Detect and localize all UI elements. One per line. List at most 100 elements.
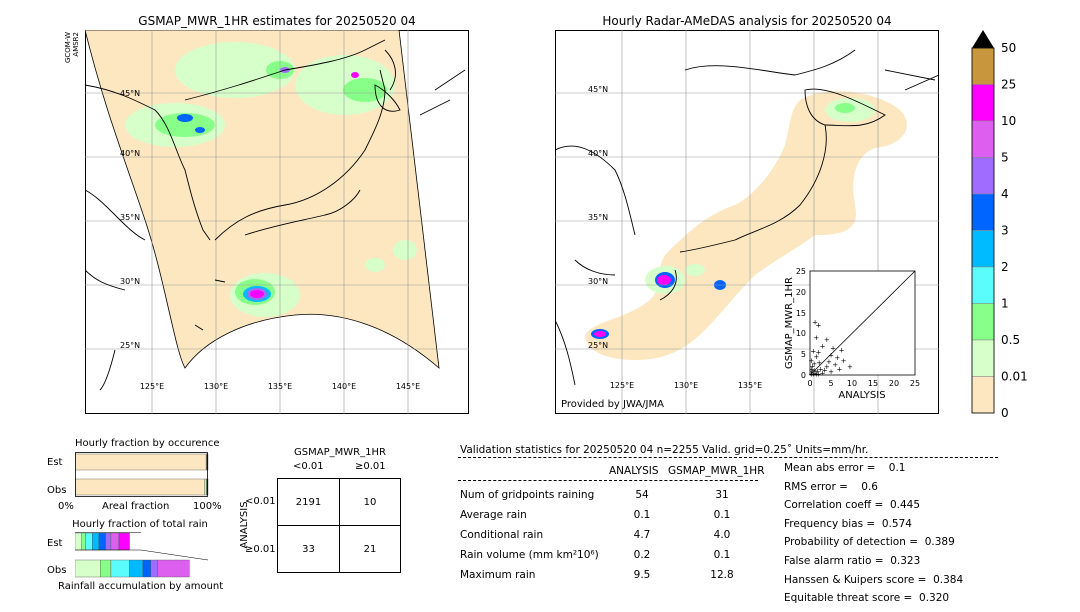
contingency-row-header: <0.01 xyxy=(245,496,276,507)
occurrence-axis-right: 100% xyxy=(193,501,222,512)
scatter-point: + xyxy=(809,368,815,376)
occurrence-bar-segment xyxy=(75,478,206,496)
validation-row: Conditional rain 4.7 4.0 xyxy=(460,529,731,541)
occurrence-axis-left: 0% xyxy=(58,501,74,512)
occurrence-chart xyxy=(75,452,209,497)
colorbar-label: 50 xyxy=(1001,41,1016,55)
scatter-point: + xyxy=(813,334,819,342)
scatter-xtick: 5 xyxy=(828,379,833,388)
left-lat-label: 30°N xyxy=(120,277,140,286)
total-bar-segment xyxy=(81,532,86,551)
occurrence-frame xyxy=(75,452,208,497)
right-coastlines xyxy=(555,49,939,386)
left-lat-label: 45°N xyxy=(120,89,140,98)
contingency-grid: 2191 10 33 21 xyxy=(277,478,401,573)
contingency-cell: 21 xyxy=(363,544,377,555)
left-coastlines xyxy=(85,39,466,391)
total-connector-line xyxy=(140,549,209,561)
colorbar-extend-arrow xyxy=(972,30,994,48)
scatter-point: + xyxy=(836,365,842,373)
scatter-point: + xyxy=(820,342,826,350)
total-caption: Rainfall accumulation by amount xyxy=(58,581,224,592)
scatter-xlabel: ANALYSIS xyxy=(838,390,885,401)
radar-credit: Provided by JWA/JMA xyxy=(561,399,664,410)
scatter-point: + xyxy=(813,371,819,379)
left-lon-label: 145°E xyxy=(396,382,420,391)
right-lat-label: 30°N xyxy=(588,277,608,286)
colorbar-label: 10 xyxy=(1001,114,1016,128)
left-lon-label: 135°E xyxy=(268,382,292,391)
left-map: 45°N 40°N 35°N 30°N 25°N 125°E 130°E 135… xyxy=(85,30,469,414)
right-lon-labels: 125°E 130°E 135°E xyxy=(610,381,762,390)
total-bar-segment xyxy=(150,559,158,578)
occurrence-axis-mid: Areal fraction xyxy=(102,501,170,512)
sensor-label-line1: GCOM-W xyxy=(64,32,72,63)
colorbar-label: 25 xyxy=(1001,78,1016,92)
scatter-point: + xyxy=(810,347,816,355)
left-lat-label: 25°N xyxy=(120,341,140,350)
scatter-ytick: 5 xyxy=(801,350,806,359)
colorbar-box xyxy=(971,47,995,85)
scatter-xtick: 0 xyxy=(807,379,812,388)
scatter-point: + xyxy=(810,362,816,370)
right-lat-label: 35°N xyxy=(588,213,608,222)
total-bar-segment xyxy=(85,532,93,551)
total-bar-segment xyxy=(129,559,144,578)
scatter-point: + xyxy=(834,354,840,362)
left-lat-labels: 45°N 40°N 35°N 30°N 25°N xyxy=(120,89,140,350)
colorbar-box xyxy=(971,120,995,158)
colorbar-label: 0.5 xyxy=(1001,333,1020,347)
score-far: False alarm ratio = 0.323 xyxy=(784,554,921,567)
right-lat-label: 40°N xyxy=(588,149,608,158)
score-pod: Probability of detection = 0.389 xyxy=(784,536,955,549)
sensor-label: GCOM-W AMSR2 xyxy=(62,30,82,70)
left-lon-label: 130°E xyxy=(204,382,228,391)
scatter-inset: +++++++ +++ ++++++++++ +++++++++++++++ 0 5 … xyxy=(784,267,920,401)
scatter-ytick: 25 xyxy=(796,267,806,276)
total-bar-segment xyxy=(75,559,101,578)
colorbar-box xyxy=(971,266,995,304)
scatter-point: + xyxy=(826,358,832,366)
contingency-col-header: ≥0.01 xyxy=(355,461,386,472)
scatter-point: + xyxy=(815,370,821,378)
scatter-xtick: 25 xyxy=(910,379,920,388)
scatter-point: + xyxy=(816,359,822,367)
total-chart xyxy=(75,532,209,578)
scatter-point: + xyxy=(812,369,818,377)
validation-row: Rain volume (mm km²10⁶) 0.2 0.1 xyxy=(460,549,731,561)
scatter-point: + xyxy=(815,349,821,357)
scatter-xticks: 0 5 10 15 20 25 xyxy=(807,379,920,388)
occurrence-row-obs: Obs xyxy=(47,485,67,496)
score-correlation: Correlation coeff = 0.445 xyxy=(784,499,920,512)
scatter-point: + xyxy=(815,367,821,375)
contingency-cell: 10 xyxy=(363,497,377,508)
scatter-yticks: 0 5 10 15 20 25 xyxy=(796,267,806,380)
scatter-ylabel: GSMAP_MWR_1HR xyxy=(784,277,795,369)
scatter-xtick: 10 xyxy=(847,379,857,388)
scatter-point: + xyxy=(813,353,819,361)
colorbar-box xyxy=(971,157,995,195)
validation-col-rule xyxy=(458,480,758,481)
total-bar-segment xyxy=(92,532,100,551)
left-lat-label: 35°N xyxy=(120,213,140,222)
colorbar-box xyxy=(971,230,995,268)
occurrence-title: Hourly fraction by occurence xyxy=(75,438,220,449)
contingency-cell: 2191 xyxy=(295,497,322,508)
scatter-point: + xyxy=(808,357,814,365)
total-bar-segment xyxy=(105,532,112,551)
scatter-point: + xyxy=(811,360,817,368)
colorbar-box xyxy=(971,339,995,377)
scatter-point: + xyxy=(809,365,815,373)
scatter-point: + xyxy=(818,365,824,373)
svg-text:AMSR2: AMSR2 xyxy=(72,32,80,57)
validation-scores: Mean abs error = 0.1 RMS error = 0.6 Cor… xyxy=(784,462,1044,611)
right-rain-areas xyxy=(591,98,875,339)
total-row-obs: Obs xyxy=(47,565,67,576)
scatter-point: + xyxy=(812,318,818,326)
total-bar-segment xyxy=(98,532,106,551)
occurrence-bar-segment xyxy=(75,453,207,471)
validation-row: Average rain 0.1 0.1 xyxy=(460,509,731,521)
score-frequency-bias: Frequency bias = 0.574 xyxy=(784,517,912,530)
left-lon-label: 140°E xyxy=(332,382,356,391)
scatter-point: + xyxy=(811,367,817,375)
